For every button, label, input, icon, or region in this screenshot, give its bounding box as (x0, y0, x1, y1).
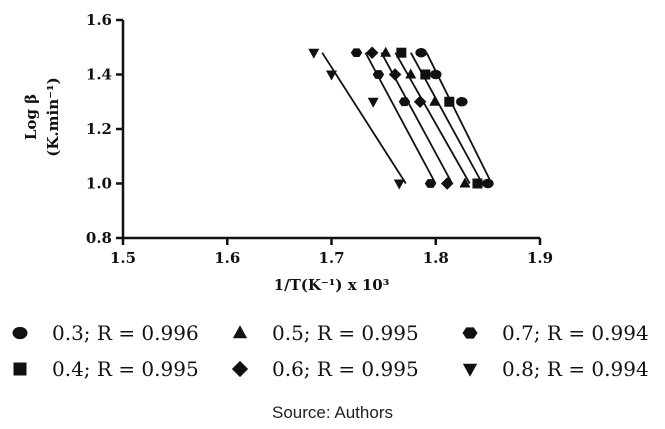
y-axis-label-unit: (K.min⁻¹) (44, 77, 62, 156)
series-4-point (372, 70, 385, 79)
series-5-point (393, 179, 405, 190)
series-4-point (398, 97, 411, 107)
legend-label: 0.7; R = 0.994 (502, 321, 649, 345)
series-2-point (429, 95, 441, 106)
legend-label: 0.3; R = 0.996 (52, 321, 199, 345)
series-2-point (459, 177, 471, 188)
source-caption: Source: Authors (272, 403, 393, 422)
legend-item: 0.5; R = 0.995 (230, 318, 419, 348)
series-3-point (440, 177, 454, 190)
circle-marker-icon (12, 326, 28, 340)
hexagon-marker-icon (462, 327, 478, 339)
square-marker-icon (13, 362, 27, 376)
series-1-point (444, 96, 455, 107)
series-4-point (350, 48, 363, 58)
y-axis-label: Log β (22, 94, 40, 140)
legend-item: 0.6; R = 0.995 (230, 354, 419, 384)
series-0-point (456, 97, 468, 107)
series-5-point (308, 48, 320, 59)
series-5-point (326, 70, 337, 81)
legend-label: 0.6; R = 0.995 (272, 357, 419, 381)
legend-item: 0.3; R = 0.996 (10, 318, 199, 348)
legend-item: 0.4; R = 0.995 (10, 354, 199, 384)
x-tick-label: 1.8 (423, 249, 449, 267)
series-1-point (472, 178, 483, 189)
y-tick-label: 1.4 (86, 66, 112, 84)
series-3-point (388, 68, 402, 81)
legend: 0.3; R = 0.996 0.5; R = 0.995 0.7; R = 0.9… (0, 318, 665, 388)
diamond-marker-icon (231, 360, 249, 378)
series-0-point (415, 47, 427, 58)
series-0-point (430, 69, 442, 80)
legend-label: 0.5; R = 0.995 (272, 321, 419, 345)
series-3-point (413, 95, 427, 108)
series-1-point (420, 69, 431, 80)
series-4-point (424, 179, 437, 188)
chart: 1.5 1.6 1.7 1.8 1.9 0.8 1.0 1.2 1.4 1.6 1/T(K⁻¹) x… (22, 11, 553, 294)
legend-label: 0.4; R = 0.995 (52, 357, 199, 381)
x-tick-label: 1.5 (110, 249, 136, 267)
triangle-down-marker-icon (462, 363, 478, 377)
triangle-up-marker-icon (232, 325, 248, 339)
y-tick-label: 1.2 (86, 120, 112, 138)
series-0-point (482, 178, 494, 189)
legend-item: 0.7; R = 0.994 (460, 318, 649, 348)
y-tick-label: 1.0 (86, 175, 112, 193)
x-tick-label: 1.7 (318, 249, 344, 267)
series-1-point (396, 47, 407, 58)
series-5-fit-line (321, 52, 407, 184)
series-2-point (405, 68, 417, 79)
y-tick-label: 0.8 (86, 229, 112, 247)
legend-label: 0.8; R = 0.994 (502, 357, 649, 381)
x-tick-label: 1.6 (214, 249, 240, 267)
x-axis-label: 1/T(K⁻¹) x 10³ (274, 276, 390, 294)
series-3-point (365, 46, 379, 59)
legend-item: 0.8; R = 0.994 (460, 354, 649, 384)
x-tick-label: 1.9 (527, 249, 553, 267)
series-5-point (367, 97, 379, 108)
y-tick-label: 1.6 (86, 11, 112, 29)
